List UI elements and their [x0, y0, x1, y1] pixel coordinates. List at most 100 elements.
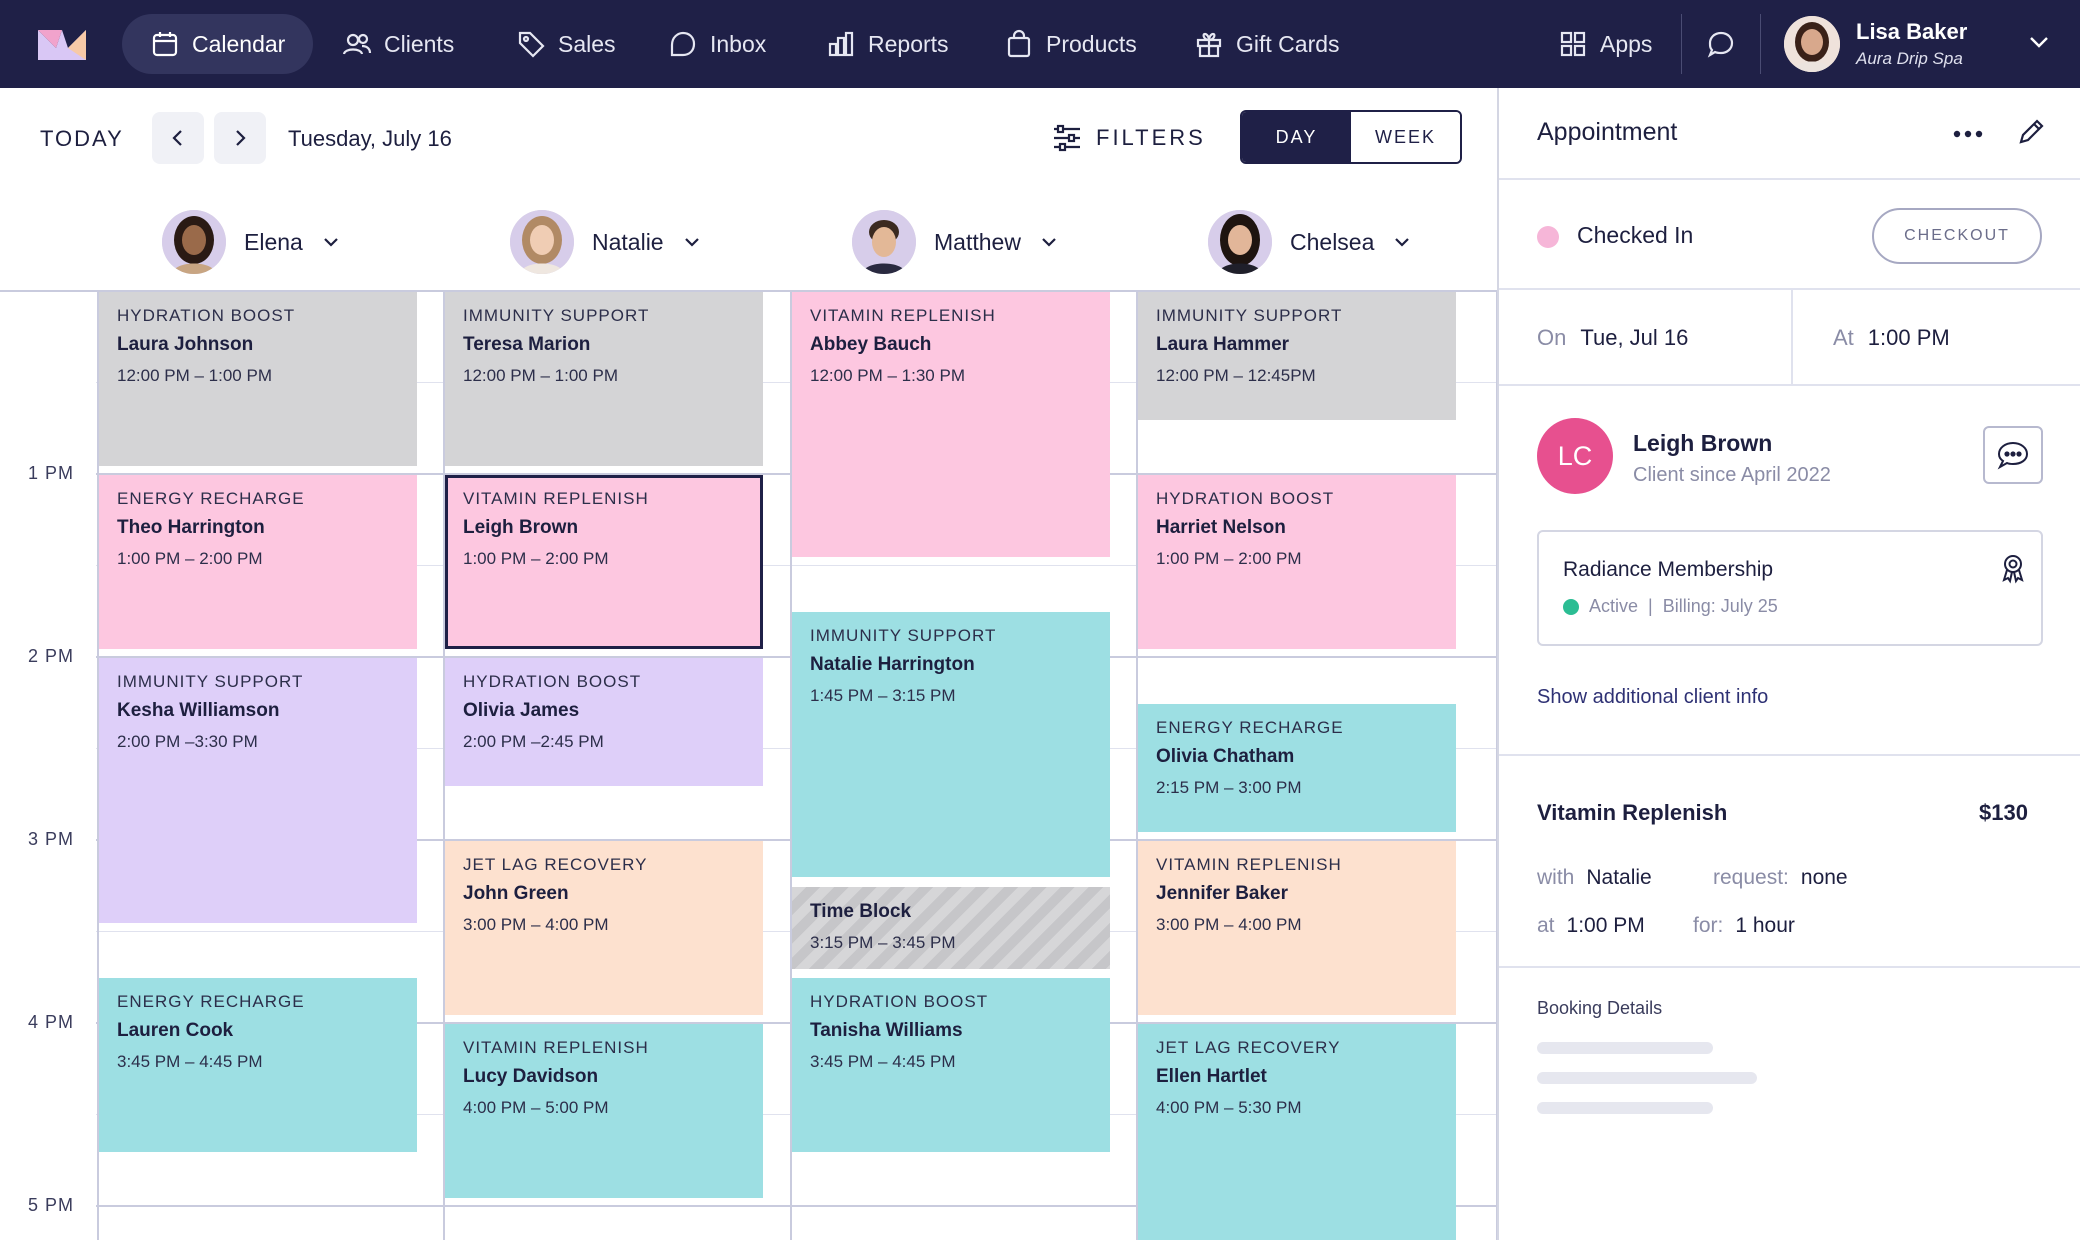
- more-options-icon[interactable]: [1951, 122, 1985, 146]
- appointment-service: Vitamin Replenish: [1156, 855, 1342, 874]
- appointment-time: 12:00 PM – 1:00 PM: [463, 366, 618, 385]
- message-client-button[interactable]: [1983, 426, 2043, 484]
- schedule-grid: 1 PM 2 PM 3 PM 4 PM 5 PM Hydration Boost Laura…: [0, 290, 1497, 1240]
- award-ribbon-icon: [2002, 555, 2024, 584]
- appointment-client: Tanisha Williams: [810, 1020, 963, 1041]
- appointment-service: Jet Lag Recovery: [463, 855, 648, 874]
- chat-bubble-icon: [1707, 31, 1734, 58]
- appointment-card[interactable]: Energy Recharge Theo Harrington 1:00 PM – …: [99, 475, 417, 649]
- appointment-card[interactable]: Immunity Support Natalie Harrington 1:45 P…: [792, 612, 1110, 877]
- tag-icon: [518, 31, 545, 58]
- appointment-card[interactable]: Hydration Boost Harriet Nelson 1:00 PM – 2…: [1138, 475, 1456, 649]
- appointment-card[interactable]: Vitamin Replenish Jennifer Baker 3:00 PM –…: [1138, 841, 1456, 1015]
- divider: [1681, 14, 1682, 74]
- appointment-client: Natalie Harrington: [810, 654, 975, 675]
- time-block[interactable]: Time Block 3:15 PM – 3:45 PM: [792, 887, 1110, 969]
- client-name[interactable]: Leigh Brown: [1633, 430, 1773, 456]
- previous-day-button[interactable]: [152, 112, 204, 164]
- appointment-time: 1:00 PM – 2:00 PM: [117, 549, 263, 568]
- nav-reports[interactable]: Reports: [798, 14, 977, 74]
- service-duration[interactable]: for: 1 hour: [1693, 914, 1795, 938]
- column-divider: [790, 292, 792, 1240]
- appointment-service: Energy Recharge: [117, 992, 305, 1011]
- service-section: Vitamin Replenish $130 with Natalie requ…: [1499, 756, 2080, 968]
- appointment-service: Vitamin Replenish: [463, 1038, 649, 1057]
- appointment-client: Time Block: [810, 901, 912, 922]
- staff-header-matthew[interactable]: Matthew: [852, 208, 1059, 276]
- view-day-button[interactable]: DAY: [1242, 112, 1351, 162]
- appointment-card[interactable]: Energy Recharge Lauren Cook 3:45 PM – 4:45…: [99, 978, 417, 1152]
- staff-header-natalie[interactable]: Natalie: [510, 208, 702, 276]
- chevron-down-icon[interactable]: [2025, 28, 2053, 56]
- appointment-client: Harriet Nelson: [1156, 517, 1286, 538]
- sliders-icon: [1054, 124, 1080, 152]
- appointment-card[interactable]: Immunity Support Laura Hammer 12:00 PM – 1…: [1138, 292, 1456, 420]
- show-additional-client-info-link[interactable]: Show additional client info: [1537, 686, 1769, 708]
- appointment-service: Hydration Boost: [117, 306, 296, 325]
- time-cell[interactable]: At 1:00 PM: [1833, 290, 1950, 386]
- appointment-client: Abbey Bauch: [810, 334, 932, 355]
- appointment-time: 3:45 PM – 4:45 PM: [810, 1052, 956, 1071]
- top-navigation-bar: Calendar Clients Sales Inbox Reports Pro…: [0, 0, 2080, 88]
- user-menu[interactable]: Lisa Baker Aura Drip Spa: [1784, 14, 1967, 74]
- staff-header-elena[interactable]: Elena: [162, 208, 341, 276]
- appointment-service: Hydration Boost: [463, 672, 642, 691]
- app-logo[interactable]: [38, 26, 86, 60]
- membership-meta: Active | Billing: July 25: [1563, 596, 1778, 617]
- appointment-card[interactable]: Energy Recharge Olivia Chatham 2:15 PM – 3…: [1138, 704, 1456, 832]
- appointment-status: Checked In: [1577, 222, 1694, 248]
- view-week-button[interactable]: WEEK: [1351, 112, 1460, 162]
- service-start-time[interactable]: at 1:00 PM: [1537, 914, 1645, 938]
- appointment-card[interactable]: Hydration Boost Tanisha Williams 3:45 PM –…: [792, 978, 1110, 1152]
- appointment-card[interactable]: Hydration Boost Laura Johnson 12:00 PM – 1…: [99, 292, 417, 466]
- panel-title: Appointment: [1537, 118, 1678, 146]
- appointment-panel: Appointment Checked In CHECKOUT On Tue, …: [1497, 88, 2080, 1240]
- nav-products[interactable]: Products: [976, 14, 1165, 74]
- nav-inbox[interactable]: Inbox: [640, 14, 794, 74]
- appointment-card[interactable]: Vitamin Replenish Lucy Davidson 4:00 PM – …: [445, 1024, 763, 1198]
- appointment-service: Vitamin Replenish: [463, 489, 649, 508]
- appointment-service: Immunity Support: [1156, 306, 1343, 325]
- current-date: Tuesday, July 16: [288, 126, 452, 151]
- staff-avatar: [852, 210, 916, 274]
- date-time-row: On Tue, Jul 16 At 1:00 PM: [1499, 290, 2080, 386]
- appointment-client: Ellen Hartlet: [1156, 1066, 1267, 1087]
- date-cell[interactable]: On Tue, Jul 16: [1537, 290, 1688, 386]
- column-divider: [97, 292, 99, 1240]
- next-day-button[interactable]: [214, 112, 266, 164]
- request-label: request:: [1713, 866, 1789, 889]
- service-request[interactable]: request: none: [1713, 866, 1848, 890]
- on-label: On: [1537, 325, 1567, 350]
- appointment-client: Theo Harrington: [117, 517, 265, 538]
- nav-apps[interactable]: Apps: [1530, 14, 1680, 74]
- nav-calendar[interactable]: Calendar: [122, 14, 314, 74]
- appointment-card[interactable]: Immunity Support Teresa Marion 12:00 PM – …: [445, 292, 763, 466]
- appointment-time: 12:00 PM – 1:00 PM: [117, 366, 272, 385]
- appointment-client: Olivia Chatham: [1156, 746, 1295, 767]
- appointment-card[interactable]: Hydration Boost Olivia James 2:00 PM –2:45…: [445, 658, 763, 786]
- appointment-card[interactable]: Jet Lag Recovery John Green 3:00 PM – 4:00…: [445, 841, 763, 1015]
- chat-button[interactable]: [1688, 14, 1754, 74]
- edit-pencil-icon[interactable]: [2015, 116, 2047, 148]
- with-label: with: [1537, 866, 1575, 889]
- filters-button[interactable]: FILTERS: [1052, 124, 1206, 152]
- staff-header-chelsea[interactable]: Chelsea: [1208, 208, 1412, 276]
- appointment-card[interactable]: Jet Lag Recovery Ellen Hartlet 4:00 PM – 5…: [1138, 1024, 1456, 1240]
- at-label: at: [1537, 914, 1555, 937]
- with-value: Natalie: [1586, 866, 1652, 889]
- appointment-date: Tue, Jul 16: [1580, 325, 1689, 350]
- nav-gift-cards[interactable]: Gift Cards: [1166, 14, 1368, 74]
- nav-clients[interactable]: Clients: [314, 14, 482, 74]
- appointment-time: 2:15 PM – 3:00 PM: [1156, 778, 1302, 797]
- membership-card[interactable]: Radiance Membership Active | Billing: Ju…: [1537, 530, 2043, 646]
- bar-chart-icon: [828, 31, 854, 57]
- service-staff[interactable]: with Natalie: [1537, 866, 1652, 890]
- checkout-button[interactable]: CHECKOUT: [1872, 208, 2042, 264]
- today-button[interactable]: TODAY: [40, 126, 124, 151]
- chevron-down-icon: [324, 238, 338, 247]
- appointment-time: 3:45 PM – 4:45 PM: [117, 1052, 263, 1071]
- nav-sales[interactable]: Sales: [488, 14, 644, 74]
- appointment-card[interactable]: Vitamin Replenish Abbey Bauch 12:00 PM – 1…: [792, 292, 1110, 557]
- appointment-card[interactable]: Vitamin Replenish Leigh Brown 1:00 PM – 2:…: [445, 475, 763, 649]
- appointment-card[interactable]: Immunity Support Kesha Williamson 2:00 PM …: [99, 658, 417, 923]
